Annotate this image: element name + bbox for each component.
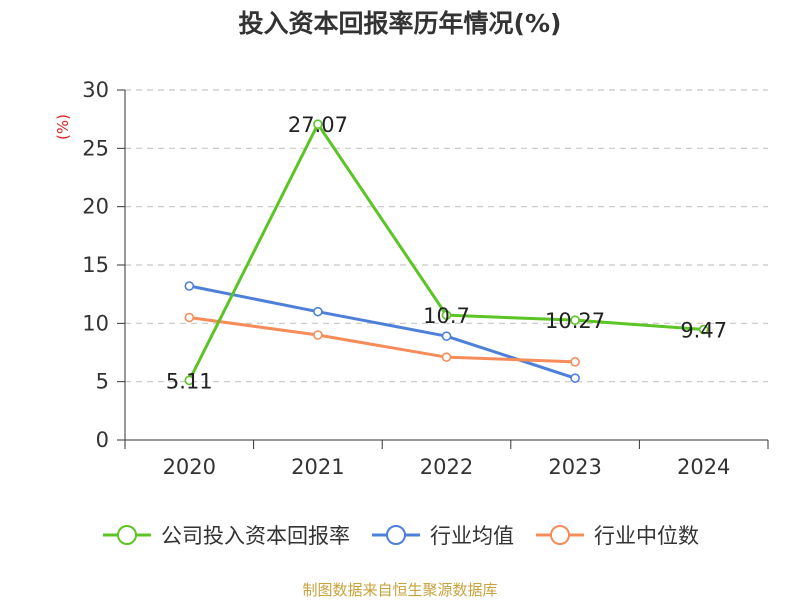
legend-item: 公司投入资本回报率 (101, 520, 350, 550)
data-label: 27.07 (288, 113, 348, 137)
x-tick-label: 2023 (548, 455, 601, 479)
data-label: 10.7 (423, 304, 470, 328)
data-point (570, 315, 580, 325)
data-point (570, 357, 580, 367)
legend-label: 公司投入资本回报率 (161, 524, 350, 548)
source-note: 制图数据来自恒生聚源数据库 (302, 581, 498, 599)
data-point (698, 324, 709, 335)
y-tick-label: 0 (96, 428, 109, 452)
axis-layer: 0 5 10 15 20 25 30 2020 2021 2022 2023 2024 (82, 78, 769, 479)
legend-swatch-icon (103, 525, 151, 545)
series-line (189, 316, 576, 364)
chart-title: 投入资本回报率历年情况(%) (238, 9, 562, 38)
y-axis-label: (%) (54, 114, 72, 140)
x-tick-label: 2021 (291, 455, 344, 479)
series-line (189, 284, 576, 380)
legend-label: 行业中位数 (594, 524, 699, 548)
series-line (187, 122, 704, 382)
data-label: 5.11 (166, 369, 213, 393)
legend-label: 行业均值 (430, 524, 514, 548)
data-point (441, 331, 452, 341)
grid-layer (125, 89, 768, 383)
legend-swatch-icon (536, 525, 584, 545)
data-point (184, 281, 195, 291)
y-tick-label: 10 (82, 311, 109, 335)
legend-item: 行业均值 (370, 520, 514, 550)
x-tick-label: 2020 (163, 455, 216, 479)
legend-swatch-icon (372, 525, 420, 545)
data-point (441, 352, 452, 362)
data-point (570, 373, 580, 383)
y-tick-label: 15 (82, 253, 109, 277)
x-tick-label: 2022 (420, 455, 473, 479)
data-point (313, 330, 323, 340)
y-tick-label: 25 (82, 136, 109, 160)
data-label: 9.47 (680, 319, 727, 343)
y-tick-label: 30 (82, 78, 109, 102)
label-layer: 5.11 27.07 10.7 10.27 9.47 (166, 113, 727, 393)
data-point (313, 306, 323, 317)
y-tick-label: 20 (82, 195, 109, 219)
data-point (441, 310, 452, 320)
data-label: 10.27 (545, 309, 605, 333)
data-point (184, 375, 195, 386)
legend-item: 行业中位数 (534, 520, 699, 550)
data-point (184, 312, 195, 323)
series-layer (184, 119, 709, 386)
data-point (313, 119, 323, 129)
y-tick-label: 5 (96, 370, 109, 394)
x-tick-label: 2024 (677, 455, 730, 479)
legend: 公司投入资本回报率 行业均值 行业中位数 (0, 520, 800, 550)
